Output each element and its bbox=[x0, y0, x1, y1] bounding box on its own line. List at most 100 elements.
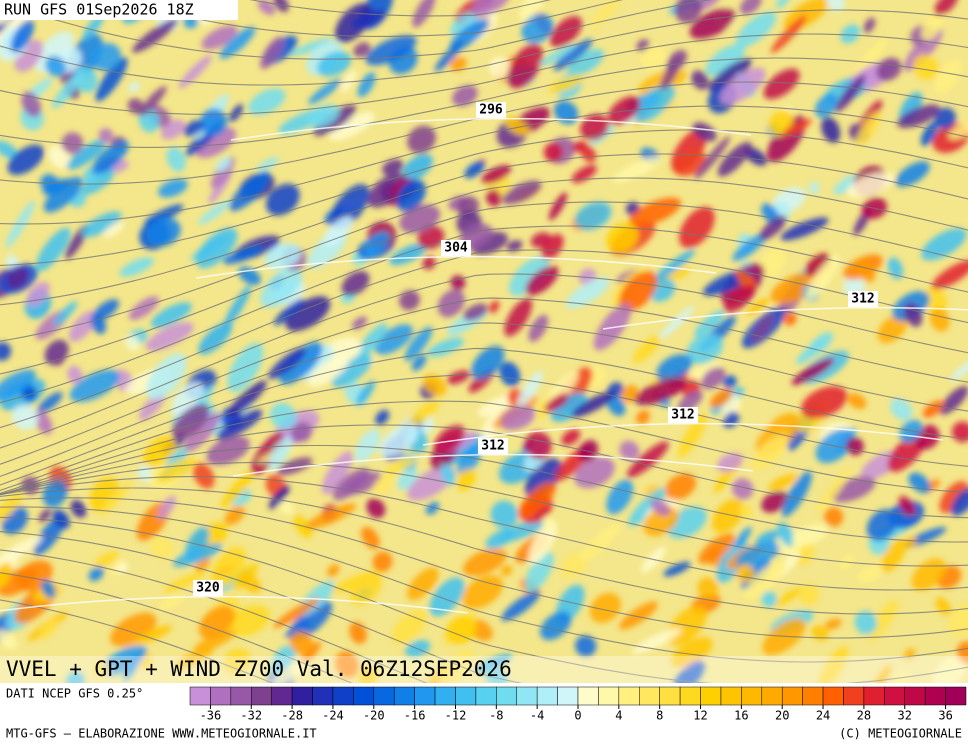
contour-line bbox=[422, 422, 944, 446]
vvel-cell bbox=[931, 260, 968, 290]
vvel-cell bbox=[501, 590, 541, 622]
vvel-cell bbox=[868, 665, 892, 683]
vvel-cell bbox=[270, 644, 296, 676]
vvel-cell bbox=[357, 72, 376, 98]
vvel-cell bbox=[489, 56, 511, 78]
vvel-cell bbox=[475, 653, 513, 673]
vvel-cell bbox=[268, 485, 290, 510]
vvel-cell bbox=[198, 605, 235, 639]
vvel-cell bbox=[854, 258, 876, 283]
vvel-cell bbox=[541, 516, 556, 533]
vvel-cell bbox=[88, 566, 104, 582]
colorbar-swatch bbox=[393, 686, 415, 706]
vvel-cell bbox=[824, 618, 842, 630]
colorbar-swatch bbox=[741, 686, 763, 706]
vvel-cell bbox=[950, 358, 968, 381]
vvel-cell bbox=[723, 284, 756, 313]
colorbar-swatch bbox=[353, 686, 375, 706]
vvel-cell bbox=[123, 651, 143, 681]
gpt-contours: 296 304 312 312 312 320 bbox=[0, 102, 968, 614]
vvel-cell bbox=[38, 508, 51, 523]
vvel-cell bbox=[791, 357, 835, 386]
vvel-cell bbox=[739, 504, 753, 518]
vvel-cell bbox=[349, 621, 367, 644]
vvel-cell bbox=[774, 587, 803, 607]
vvel-cell bbox=[285, 296, 331, 332]
vvel-cell bbox=[759, 247, 787, 280]
colorbar-swatch bbox=[516, 686, 538, 706]
colorbar-tick-label: 24 bbox=[816, 709, 830, 723]
vvel-cell bbox=[634, 377, 687, 406]
vvel-cell bbox=[507, 43, 544, 89]
vvel-cell bbox=[589, 592, 621, 624]
colorbar-swatch bbox=[210, 686, 232, 706]
vvel-cell bbox=[734, 526, 752, 548]
vvel-cell bbox=[816, 467, 851, 514]
vvel-cell bbox=[138, 86, 167, 117]
vvel-cell bbox=[934, 107, 956, 129]
vvel-cell bbox=[6, 266, 29, 290]
vvel-cell bbox=[677, 390, 703, 412]
colorbar-swatch bbox=[720, 686, 742, 706]
vvel-cell bbox=[227, 380, 267, 418]
colorbar-tick-label: -8 bbox=[489, 709, 503, 723]
streamline bbox=[0, 273, 968, 449]
vvel-cell bbox=[335, 651, 359, 678]
vvel-cell bbox=[543, 142, 563, 162]
vvel-cell bbox=[220, 469, 255, 509]
vvel-cell bbox=[656, 354, 693, 382]
vvel-cell bbox=[250, 432, 285, 475]
vvel-cell bbox=[866, 509, 898, 541]
vvel-cell bbox=[399, 290, 420, 311]
vvel-cell bbox=[580, 523, 622, 561]
vvel-cell bbox=[735, 11, 777, 48]
vvel-cell bbox=[201, 25, 238, 50]
vvel-cell bbox=[81, 211, 122, 238]
vvel-cell bbox=[95, 57, 128, 102]
contour-line bbox=[230, 117, 752, 141]
colorbar-swatch bbox=[700, 686, 722, 706]
vvel-cell bbox=[857, 564, 884, 583]
vvel-cell bbox=[198, 200, 231, 225]
vvel-cell bbox=[854, 610, 878, 635]
vvel-cell bbox=[317, 51, 352, 77]
colorbar-swatch bbox=[455, 686, 477, 706]
vvel-cell bbox=[567, 49, 604, 77]
vvel-cell bbox=[145, 322, 194, 351]
vvel-cell bbox=[372, 472, 396, 495]
vvel-cell bbox=[41, 580, 56, 599]
vvel-cell bbox=[566, 277, 610, 309]
vvel-cell bbox=[890, 398, 913, 421]
colorbar-tick-label: 36 bbox=[938, 709, 952, 723]
vvel-cell bbox=[268, 347, 307, 380]
vvel-cell bbox=[43, 176, 83, 213]
vvel-cell bbox=[192, 462, 215, 489]
streamline bbox=[0, 476, 968, 591]
vvel-cell bbox=[158, 178, 188, 198]
vvel-cell bbox=[574, 457, 615, 489]
vvel-cell bbox=[323, 216, 353, 247]
vvel-cell bbox=[898, 495, 916, 516]
colorbar-tick-label: -12 bbox=[445, 709, 467, 723]
contour-label-box bbox=[668, 407, 698, 423]
colorbar-swatch bbox=[679, 686, 701, 706]
streamline bbox=[0, 374, 968, 492]
vvel-cell bbox=[332, 468, 370, 501]
streamline bbox=[0, 0, 712, 60]
vvel-cell bbox=[504, 298, 533, 337]
contour-line bbox=[232, 453, 754, 477]
vvel-cell bbox=[722, 375, 737, 389]
vvel-cell bbox=[257, 156, 279, 172]
footer-left: MTG-GFS — ELABORAZIONE WWW.METEOGIORNALE… bbox=[6, 727, 317, 741]
vvel-cell bbox=[636, 410, 650, 425]
colorbar-swatch bbox=[230, 686, 252, 706]
colorbar-swatch bbox=[189, 686, 211, 706]
vvel-cell bbox=[52, 71, 85, 109]
vvel-cell bbox=[776, 0, 791, 9]
vvel-cell bbox=[166, 146, 186, 172]
colorbar-swatch bbox=[536, 686, 558, 706]
vvel-cell bbox=[223, 648, 251, 674]
vvel-cell bbox=[463, 303, 488, 321]
vvel-cell bbox=[853, 38, 888, 76]
